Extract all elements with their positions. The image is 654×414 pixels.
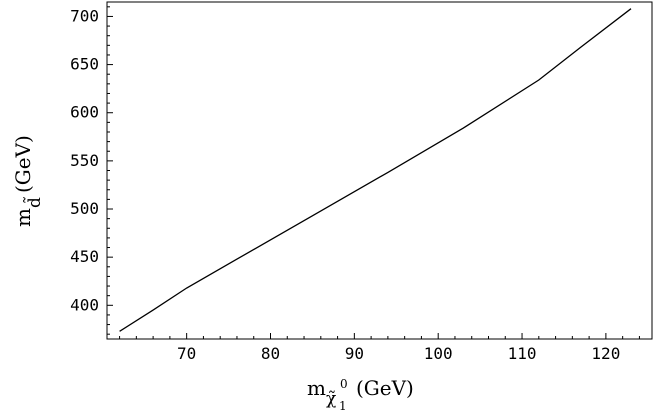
series-line	[119, 8, 632, 332]
x-tick-label: 90	[345, 344, 364, 363]
y-axis-title-subscript: d̃	[23, 197, 45, 208]
x-axis-title-subscript: χ̃	[326, 389, 336, 409]
y-axis-title: m d̃ (GeV)	[11, 135, 45, 227]
y-tick-label: 500	[70, 199, 99, 218]
x-axis-title-units: (GeV)	[356, 376, 414, 400]
y-axis-title-units: (GeV)	[11, 135, 35, 193]
x-axis: 70 80 90 100 110 120	[119, 333, 640, 363]
y-tick-label: 700	[70, 6, 99, 25]
plot-frame	[106, 1, 653, 340]
y-tick-label: 550	[70, 151, 99, 170]
y-tick-label: 650	[70, 55, 99, 74]
x-tick-label: 80	[261, 344, 280, 363]
x-tick-label: 70	[177, 344, 196, 363]
x-tick-label: 110	[508, 344, 537, 363]
y-tick-label: 600	[70, 103, 99, 122]
y-axis-title-main: m	[11, 208, 35, 227]
x-axis-title-main: m	[307, 376, 326, 400]
x-axis-title: m χ̃ 1 0 (GeV)	[307, 376, 414, 413]
x-tick-label: 120	[591, 344, 620, 363]
x-tick-label: 100	[424, 344, 453, 363]
x-axis-title-subsubscript: 1	[339, 399, 347, 413]
y-axis: 400 450 500 550 600 650 700	[70, 6, 113, 335]
y-tick-label: 450	[70, 247, 99, 266]
x-axis-title-superscript: 0	[340, 377, 348, 391]
y-tick-label: 400	[70, 295, 99, 314]
